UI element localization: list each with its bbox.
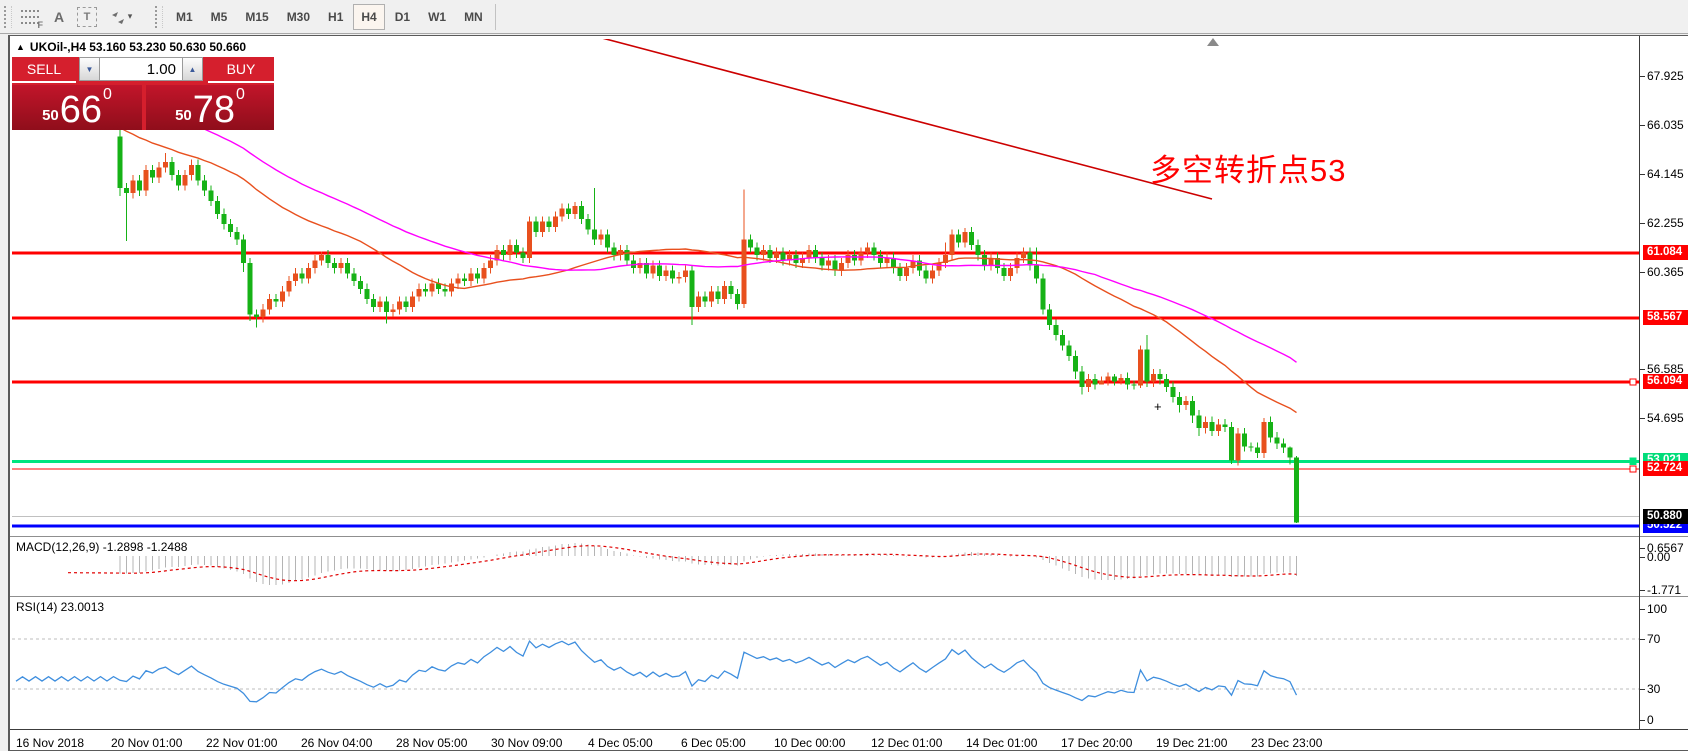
scroll-to-end-marker[interactable] (1207, 38, 1219, 46)
rsi-label: RSI(14) 23.0013 (16, 600, 105, 614)
toolbar-grip-2[interactable] (155, 5, 163, 28)
volume-input[interactable] (100, 57, 182, 81)
macd-histogram (119, 543, 1297, 586)
date-label: 17 Dec 20:00 (1061, 736, 1133, 750)
date-label: 10 Dec 00:00 (774, 736, 846, 750)
timeframe-D1[interactable]: D1 (394, 9, 411, 24)
hline-handle (1629, 457, 1637, 465)
toolbar-separator (494, 3, 496, 30)
timeframe-M5[interactable]: M5 (210, 9, 228, 24)
sell-price-small: 50 (42, 107, 59, 124)
text-box-icon: T (77, 6, 97, 27)
macd-canvas[interactable] (10, 538, 1639, 596)
date-label: 20 Nov 01:00 (111, 736, 183, 750)
date-label: 6 Dec 05:00 (681, 736, 746, 750)
macd-tick--1.771: -1.771 (1639, 583, 1682, 597)
sell-price-big: 66 (59, 89, 103, 131)
hline-handle (1629, 465, 1637, 473)
buy-button[interactable]: BUY (208, 57, 274, 83)
price-line-label-61.084: 61.084 (1643, 245, 1688, 260)
price-tick-66.035: 66.035 (1640, 118, 1684, 132)
price-tick-62.255: 62.255 (1640, 216, 1684, 230)
price-tick-54.695: 54.695 (1640, 411, 1684, 425)
toolbar: 0F A T ▾ M1 M5 M15 M30 H1 H4 D1 W1 MN (0, 0, 1688, 34)
macd-label: MACD(12,26,9) -1.2898 -1.2488 (16, 540, 188, 554)
drawing-tools-button[interactable]: ▾ (101, 3, 141, 31)
volume-increase-button[interactable]: ▲ (182, 57, 203, 81)
text-box-button[interactable]: T (73, 3, 101, 31)
fibonacci-lines-icon: 0F (21, 8, 43, 30)
rsi-canvas[interactable] (10, 598, 1639, 728)
price-tick-56.585: 56.585 (1640, 362, 1684, 376)
symbol-marker-icon: ▲ (16, 42, 25, 52)
macd-signal-line (68, 545, 1297, 582)
ma-fast-line (15, 72, 1297, 414)
timeframe-H1[interactable]: H1 (328, 9, 344, 24)
rsi-tick-70: 70 (1639, 632, 1661, 646)
date-label: 28 Nov 05:00 (396, 736, 468, 750)
price-tick-64.145: 64.145 (1640, 167, 1684, 181)
one-click-trade-panel: SELL ▼ ▲ BUY 50 66 0 50 78 0 (12, 57, 274, 130)
date-label: 22 Nov 01:00 (206, 736, 278, 750)
candles-layer (117, 100, 1299, 524)
chevron-down-icon: ▾ (127, 11, 133, 21)
timeframe-H4[interactable]: H4 (353, 3, 385, 30)
price-tick-67.925: 67.925 (1640, 69, 1684, 83)
price-line-label-58.567: 58.567 (1643, 310, 1688, 326)
trade-panel-row: SELL ▼ ▲ BUY (12, 57, 274, 83)
chart-text-annotation: 多空转折点53 (1150, 153, 1347, 188)
time-axis-separator (10, 729, 1688, 730)
volume-decrease-button[interactable]: ▼ (79, 57, 100, 81)
hlines-layer (12, 251, 1639, 528)
timeframe-W1[interactable]: W1 (428, 9, 447, 24)
date-label: 16 Nov 2018 (16, 736, 85, 750)
timeframe-MN[interactable]: MN (464, 9, 483, 24)
buy-price-small: 50 (175, 107, 192, 124)
date-label: 19 Dec 21:00 (1156, 736, 1228, 750)
timeframe-M1[interactable]: M1 (176, 9, 193, 24)
price-axis-line (1639, 36, 1640, 730)
date-label: 4 Dec 05:00 (588, 736, 653, 750)
chart-window[interactable]: + ▲ UKOil-,H4 53.160 53.230 50.630 50.66… (8, 35, 1688, 751)
rsi-tick-0: 0 (1640, 713, 1654, 727)
panel-separator[interactable] (10, 536, 1688, 537)
price-line-label-50.880: 50.880 (1643, 508, 1688, 524)
text-label-button[interactable]: A (45, 3, 73, 31)
sell-price-sup: 0 (103, 86, 112, 103)
rsi-tick-30: 30 (1639, 682, 1661, 696)
timeframe-M30[interactable]: M30 (286, 9, 311, 24)
drawing-tools-icon (111, 11, 124, 24)
toolbar-grip[interactable] (4, 5, 12, 28)
date-label: 23 Dec 23:00 (1251, 736, 1323, 750)
chart-title-text: UKOil-,H4 53.160 53.230 50.630 50.660 (29, 40, 247, 54)
rsi-tick-100: 100 (1639, 602, 1668, 616)
sell-button[interactable]: SELL (12, 57, 76, 83)
date-label: 12 Dec 01:00 (871, 736, 943, 750)
timeframe-M15[interactable]: M15 (245, 9, 269, 24)
price-line-label-56.094: 56.094 (1643, 373, 1688, 389)
buy-price-sup: 0 (236, 86, 245, 103)
text-label-icon: A (53, 8, 65, 25)
chart-title: ▲ UKOil-,H4 53.160 53.230 50.630 50.660 (16, 40, 246, 54)
sell-price-button[interactable]: 50 66 0 (12, 85, 142, 130)
price-tick-60.365: 60.365 (1640, 265, 1684, 279)
fibonacci-lines-button[interactable]: 0F (17, 3, 45, 31)
timeframe-group: M1 M5 M15 M30 H1 H4 D1 W1 MN (168, 3, 491, 30)
arrow-marker: + (1154, 399, 1162, 414)
date-label: 26 Nov 04:00 (301, 736, 373, 750)
main-chart-canvas[interactable]: + (10, 39, 1639, 540)
trendline[interactable] (602, 39, 1213, 200)
panel-separator-2[interactable] (10, 596, 1688, 597)
hline-handle (1629, 378, 1637, 386)
ma-slow-line (15, 62, 1297, 363)
macd-tick-0.6567: 0.6567 (1640, 541, 1684, 555)
buy-price-button[interactable]: 50 78 0 (146, 85, 274, 130)
date-label: 14 Dec 01:00 (966, 736, 1038, 750)
buy-price-big: 78 (192, 89, 236, 131)
date-label: 30 Nov 09:00 (491, 736, 563, 750)
price-line-label-52.724: 52.724 (1643, 460, 1688, 476)
macd-tick-0.00: 0.00 (1639, 550, 1671, 564)
rsi-line (15, 639, 1298, 703)
